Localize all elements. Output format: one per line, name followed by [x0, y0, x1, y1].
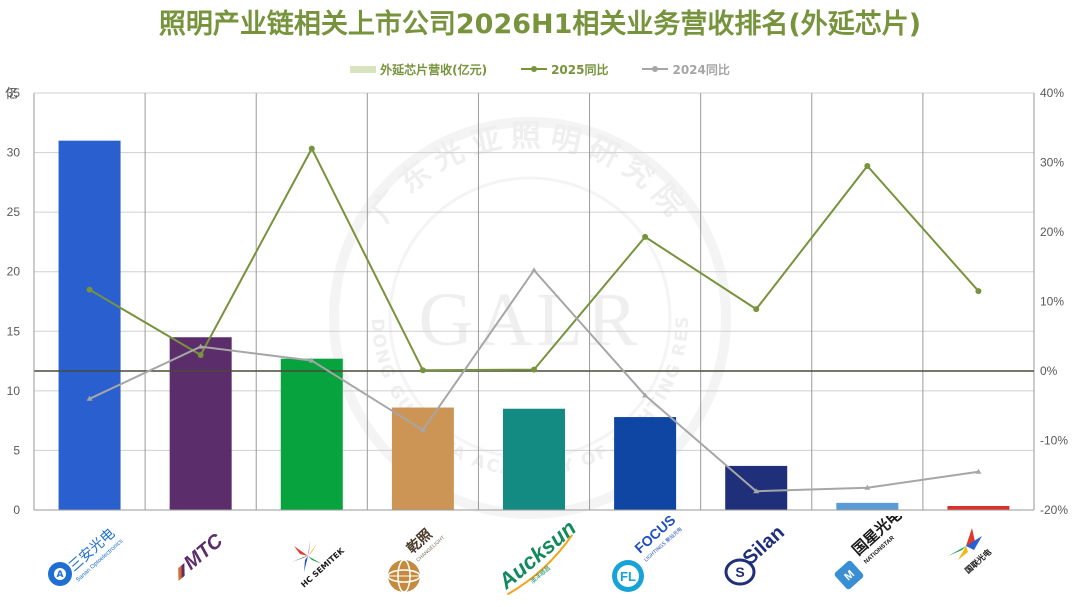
point-2024-3	[308, 357, 315, 363]
chart-legend: 外延芯片营收(亿元) 2025同比 2024同比	[0, 60, 1080, 78]
y2-tick-label: 40%	[1040, 86, 1064, 100]
aucksun-logo: Aucksun 澳洋顺昌	[488, 515, 584, 602]
point-2024-2	[197, 343, 204, 349]
point-2024-9	[975, 468, 982, 474]
point-2025-7	[753, 306, 760, 313]
point-2025-5	[531, 366, 537, 373]
watermark-abbr: GALR	[419, 278, 642, 362]
point-2024-4	[419, 427, 426, 433]
y-tick-label: 25	[7, 205, 21, 219]
y-tick-label: 0	[13, 503, 20, 517]
svg-text:FL: FL	[620, 569, 636, 584]
y-tick-label: 15	[7, 324, 21, 338]
legend-label-2024: 2024同比	[672, 62, 730, 77]
y2-tick-label: -20%	[1040, 503, 1068, 517]
hc-semitek-logo: HC SEMITEK	[266, 516, 362, 602]
y2-tick-label: -10%	[1040, 434, 1068, 448]
silan-logo: S Silan	[712, 516, 808, 602]
bar-9	[947, 506, 1010, 510]
changelight-logo: 乾照 CHANGELIGHT	[378, 516, 474, 602]
legend-label-bar: 外延芯片营收(亿元)	[380, 62, 488, 77]
y2-tick-label: 10%	[1040, 295, 1064, 309]
mtc-logo-text: MTC	[180, 529, 228, 574]
bar-8	[836, 502, 899, 510]
hc-logo-text: HC SEMITEK	[299, 546, 346, 590]
point-2024-5	[531, 267, 537, 273]
y2-tick-label: 20%	[1040, 225, 1064, 239]
svg-text:S: S	[735, 564, 744, 580]
y2-tick-label: 0%	[1040, 364, 1058, 378]
bar-3	[280, 358, 343, 510]
bar-4	[391, 407, 454, 510]
legend-label-2025: 2025同比	[551, 62, 609, 77]
point-2025-6	[642, 233, 649, 240]
point-2024-1	[86, 395, 93, 401]
point-2025-8	[864, 162, 871, 169]
point-2025-4	[419, 367, 426, 374]
point-2025-2	[197, 352, 204, 359]
y-tick-label: 20	[7, 265, 21, 279]
guolian-logo: 国联光电	[936, 516, 1032, 602]
point-2024-7	[753, 488, 760, 494]
y2-tick-label: 30%	[1040, 156, 1064, 170]
point-2025-9	[975, 288, 982, 295]
y-tick-label: 5	[13, 443, 20, 457]
y-tick-label: 35	[7, 86, 21, 100]
legend-swatch-bar	[350, 65, 377, 73]
chart-title: 照明产业链相关上市公司2026H1相关业务营收排名(外延芯片)	[158, 9, 922, 40]
nationstar-logo: M 国星光电 NATIONSTAR	[822, 505, 918, 602]
silan-text: Silan	[739, 521, 789, 569]
bar-6	[614, 417, 677, 510]
y-axis-unit: 亿	[5, 86, 19, 101]
point-2024-6	[642, 392, 649, 398]
focus-logo: FL FOCUS LIGHTINGS 聚灿光电	[600, 512, 696, 602]
bar-5	[503, 408, 565, 510]
bar-1	[58, 140, 121, 510]
y-tick-label: 30	[7, 146, 21, 160]
legend-item-bar: 外延芯片营收(亿元)	[350, 60, 487, 78]
point-2025-1	[86, 286, 93, 293]
legend-item-2024: 2024同比	[642, 60, 730, 78]
legend-item-2025: 2025同比	[521, 60, 608, 78]
point-2024-8	[864, 484, 871, 490]
legend-swatch-2025	[521, 64, 548, 74]
sanan-logo: A 三安光电 Sanan Optoelectronics	[42, 516, 138, 602]
point-2025-3	[308, 145, 315, 152]
mtc-logo: MTC	[154, 516, 250, 602]
legend-swatch-2024	[642, 64, 669, 74]
svg-text:A: A	[57, 570, 64, 580]
bar-2	[169, 337, 232, 510]
y-tick-label: 10	[7, 384, 21, 398]
